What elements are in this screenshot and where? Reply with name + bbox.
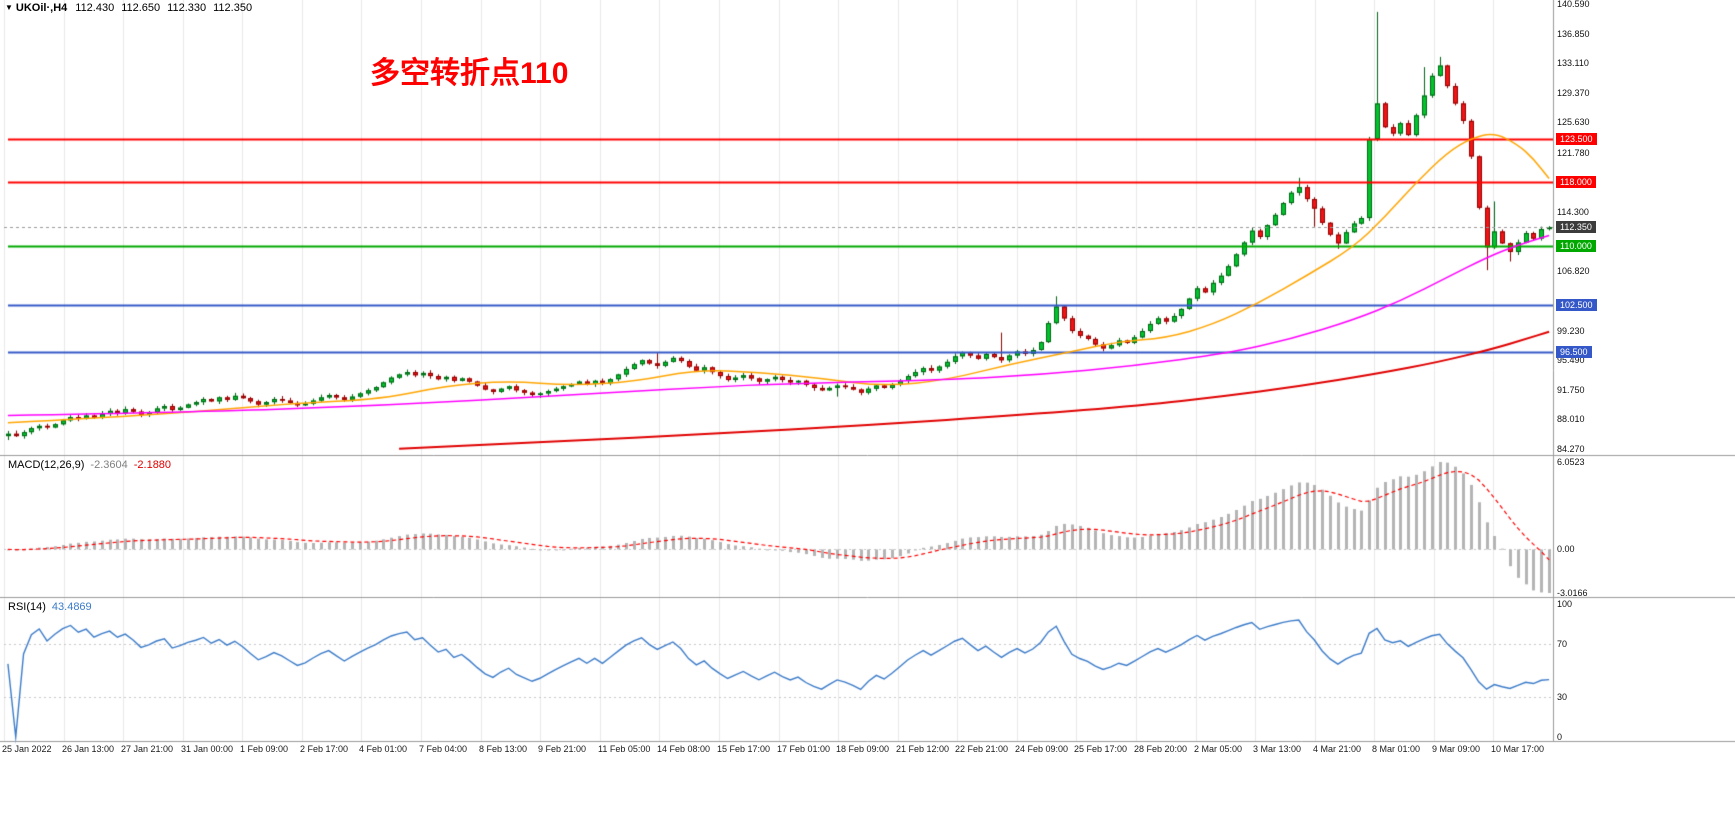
annotation-text-object[interactable]: 多空转折点110 [370,57,569,90]
rsi-value: 43.4869 [51,601,92,613]
symbol-timeframe-label: UKOil·,H4 [15,2,68,14]
symbol-dropdown-icon[interactable]: ▼ [5,3,13,12]
ohlc-low-value: 112.330 [167,2,207,14]
rsi-indicator-label: RSI(14) 43.4869 [8,601,92,613]
ohlc-open-value: 112.430 [75,2,115,14]
ohlc-high-value: 112.650 [121,2,161,14]
macd-name: MACD(12,26,9) [8,459,85,471]
rsi-name: RSI(14) [8,601,46,613]
macd-signal-value: -2.1880 [133,459,172,471]
macd-indicator-label: MACD(12,26,9) -2.3604 -2.1880 [8,459,171,471]
ohlc-close-value: 112.350 [213,2,253,14]
macd-main-value: -2.3604 [90,459,128,471]
chart-header: ▼ UKOil·,H4 112.430 112.650 112.330 112.350 [5,2,259,14]
